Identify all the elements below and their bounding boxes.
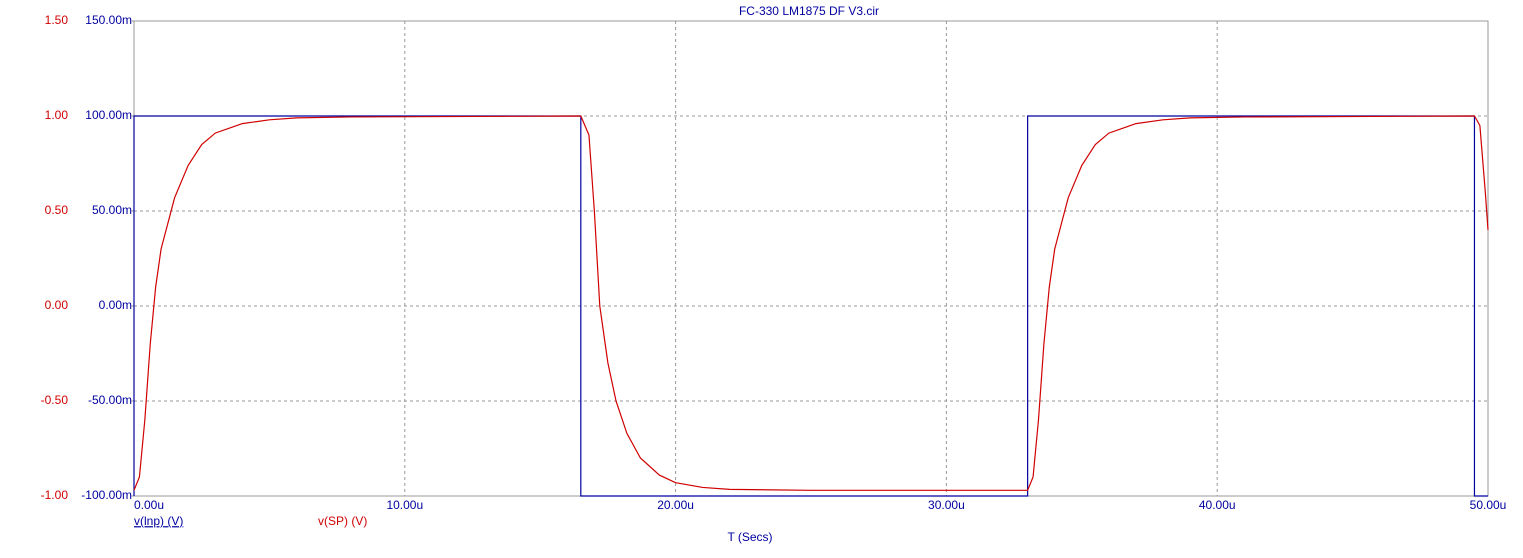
x-tick-label: 10.00u [386, 498, 423, 512]
y-tick-label: -0.50 [41, 393, 69, 407]
y2-tick-label: 0.00m [99, 298, 132, 312]
y-tick-label: 1.00 [45, 108, 69, 122]
x-tick-label: 40.00u [1199, 498, 1236, 512]
series-line [133, 115, 1489, 491]
plot-frame [133, 20, 1489, 497]
x-tick-label: 30.00u [928, 498, 965, 512]
legend-entry: v(SP) (V) [318, 514, 367, 528]
y2-tick-label: 100.00m [85, 108, 132, 122]
chart-title: FC-330 LM1875 DF V3.cir [739, 4, 879, 18]
x-tick-label: 20.00u [657, 498, 694, 512]
y-tick-label: 1.50 [45, 13, 69, 27]
x-axis-label: T (Secs) [727, 530, 772, 544]
y-tick-label: 0.00 [45, 298, 69, 312]
legend-entry: v(lnp) (V) [134, 514, 183, 528]
series-line [133, 115, 1488, 497]
x-tick-label: 50.00u [1470, 498, 1507, 512]
y2-tick-label: -50.00m [88, 393, 132, 407]
y-tick-label: 0.50 [45, 203, 69, 217]
y-tick-label: -1.00 [41, 488, 69, 502]
y2-tick-label: -100.00m [81, 488, 132, 502]
y2-tick-label: 50.00m [92, 203, 132, 217]
y2-tick-label: 150.00m [85, 13, 132, 27]
x-tick-label: 0.00u [134, 498, 164, 512]
